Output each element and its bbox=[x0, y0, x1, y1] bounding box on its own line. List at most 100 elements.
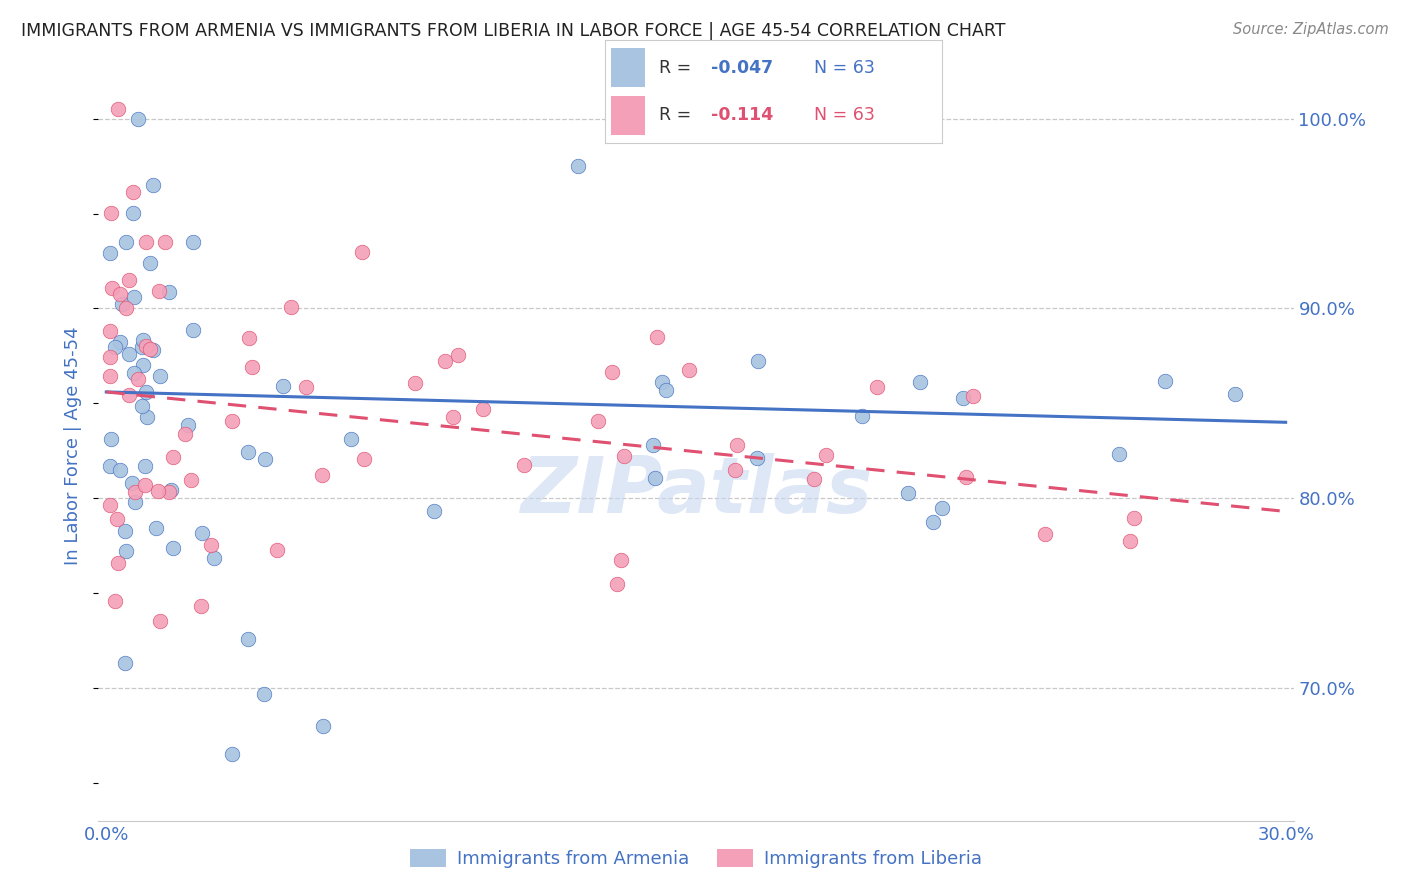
Point bbox=[98, 324, 121, 338]
Point bbox=[111, 297, 134, 311]
Point bbox=[851, 409, 873, 423]
Point bbox=[104, 340, 127, 354]
Text: -0.114: -0.114 bbox=[711, 106, 773, 124]
Point bbox=[131, 399, 153, 413]
Point bbox=[131, 340, 153, 354]
Point bbox=[122, 290, 145, 304]
Text: R =: R = bbox=[658, 59, 696, 77]
Point bbox=[105, 512, 128, 526]
Point bbox=[472, 402, 495, 417]
Point bbox=[447, 348, 470, 362]
Point bbox=[200, 538, 222, 552]
Text: ZIPatlas: ZIPatlas bbox=[520, 453, 872, 529]
Point bbox=[962, 389, 984, 403]
Point bbox=[441, 409, 464, 424]
Point bbox=[1119, 534, 1142, 549]
Point bbox=[311, 719, 333, 733]
Point bbox=[98, 368, 121, 383]
Point bbox=[295, 380, 318, 394]
Point bbox=[159, 285, 181, 300]
Point bbox=[910, 375, 932, 389]
Text: -0.047: -0.047 bbox=[711, 59, 773, 77]
Point bbox=[142, 178, 165, 193]
Point bbox=[118, 388, 141, 402]
Point bbox=[1223, 387, 1246, 401]
Point bbox=[134, 458, 156, 473]
Point bbox=[423, 504, 446, 518]
Point bbox=[1123, 511, 1146, 525]
Point bbox=[921, 515, 943, 529]
Point bbox=[110, 335, 132, 350]
Point bbox=[952, 391, 974, 405]
Point bbox=[155, 235, 177, 249]
Point bbox=[142, 343, 165, 357]
Point bbox=[513, 458, 536, 473]
Point bbox=[678, 363, 700, 377]
Text: N = 63: N = 63 bbox=[814, 106, 875, 124]
Point bbox=[159, 485, 181, 500]
Point bbox=[655, 383, 678, 397]
Point bbox=[124, 495, 146, 509]
Legend: Immigrants from Armenia, Immigrants from Liberia: Immigrants from Armenia, Immigrants from… bbox=[404, 841, 988, 875]
Point bbox=[135, 384, 157, 399]
Point bbox=[253, 687, 276, 701]
Point bbox=[124, 484, 146, 499]
FancyBboxPatch shape bbox=[612, 95, 645, 135]
Point bbox=[107, 103, 129, 117]
Point bbox=[238, 331, 260, 345]
Point bbox=[803, 472, 825, 486]
Point bbox=[280, 300, 302, 314]
Point bbox=[645, 330, 668, 344]
Point bbox=[191, 526, 214, 541]
Point bbox=[725, 438, 748, 452]
Point bbox=[98, 246, 121, 260]
Point bbox=[897, 486, 920, 500]
Point bbox=[114, 656, 136, 670]
Point bbox=[236, 632, 259, 646]
Point bbox=[177, 417, 200, 432]
Point bbox=[118, 273, 141, 287]
Point bbox=[148, 284, 170, 298]
Point bbox=[745, 450, 768, 465]
Point bbox=[100, 433, 122, 447]
Point bbox=[404, 376, 426, 391]
Point bbox=[114, 524, 136, 538]
Text: R =: R = bbox=[658, 106, 702, 124]
Point bbox=[181, 323, 204, 337]
Point bbox=[609, 552, 631, 566]
Text: IMMIGRANTS FROM ARMENIA VS IMMIGRANTS FROM LIBERIA IN LABOR FORCE | AGE 45-54 CO: IMMIGRANTS FROM ARMENIA VS IMMIGRANTS FR… bbox=[21, 22, 1005, 40]
Point bbox=[643, 438, 665, 452]
Point bbox=[174, 427, 197, 442]
Point bbox=[221, 414, 243, 428]
Point bbox=[240, 359, 263, 374]
Text: N = 63: N = 63 bbox=[814, 59, 875, 77]
Point bbox=[139, 256, 162, 270]
Point bbox=[104, 593, 127, 607]
Point bbox=[115, 235, 138, 249]
Point bbox=[339, 432, 361, 446]
Point bbox=[651, 375, 673, 389]
Point bbox=[180, 473, 202, 487]
Point bbox=[586, 414, 609, 428]
Point bbox=[115, 543, 138, 558]
Point bbox=[122, 366, 145, 380]
Point bbox=[814, 448, 837, 462]
Point bbox=[122, 185, 145, 199]
Point bbox=[136, 410, 159, 425]
Point bbox=[600, 365, 623, 379]
FancyBboxPatch shape bbox=[612, 48, 645, 87]
Point bbox=[1154, 375, 1177, 389]
Point bbox=[955, 469, 977, 483]
Point bbox=[121, 475, 143, 490]
Point bbox=[132, 359, 155, 373]
Point bbox=[107, 557, 129, 571]
Point bbox=[117, 347, 139, 361]
Point bbox=[138, 342, 160, 356]
Point bbox=[311, 468, 333, 483]
Point bbox=[145, 521, 167, 535]
Point bbox=[644, 470, 666, 484]
Point bbox=[724, 463, 747, 477]
Point bbox=[162, 541, 184, 555]
Y-axis label: In Labor Force | Age 45-54: In Labor Force | Age 45-54 bbox=[65, 326, 83, 566]
Point bbox=[221, 747, 243, 762]
